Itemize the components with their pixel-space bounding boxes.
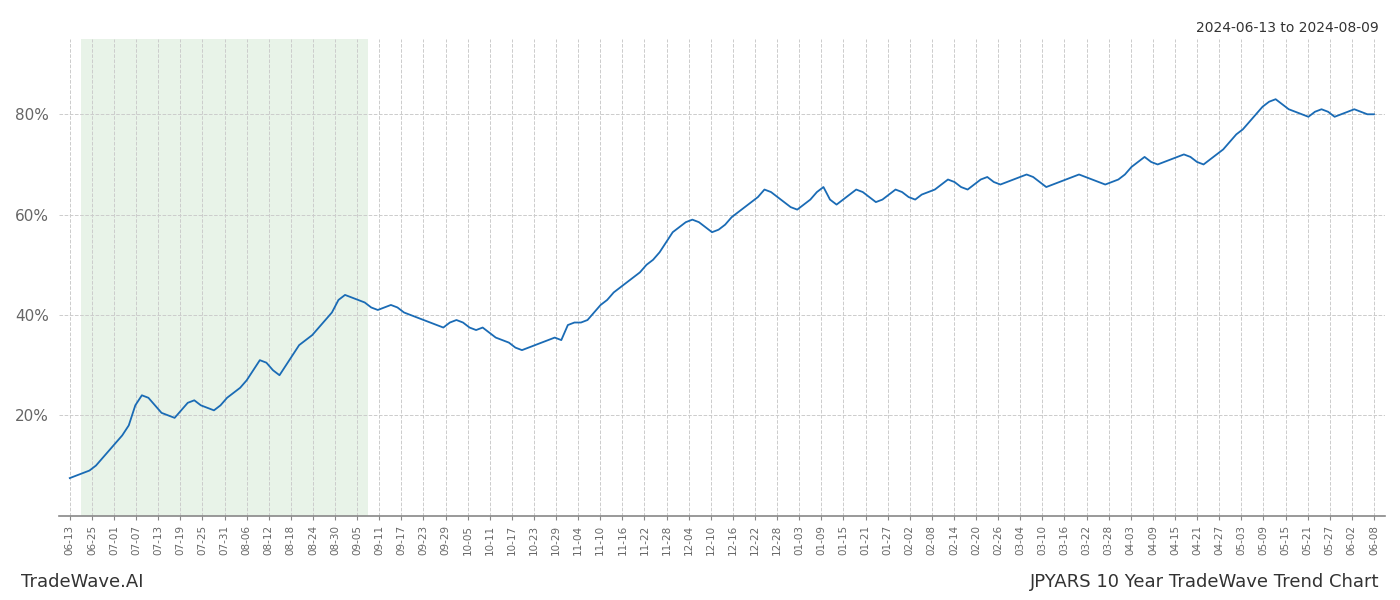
Text: TradeWave.AI: TradeWave.AI [21,573,143,591]
Text: JPYARS 10 Year TradeWave Trend Chart: JPYARS 10 Year TradeWave Trend Chart [1029,573,1379,591]
Bar [81,39,368,516]
Text: 2024-06-13 to 2024-08-09: 2024-06-13 to 2024-08-09 [1196,21,1379,35]
